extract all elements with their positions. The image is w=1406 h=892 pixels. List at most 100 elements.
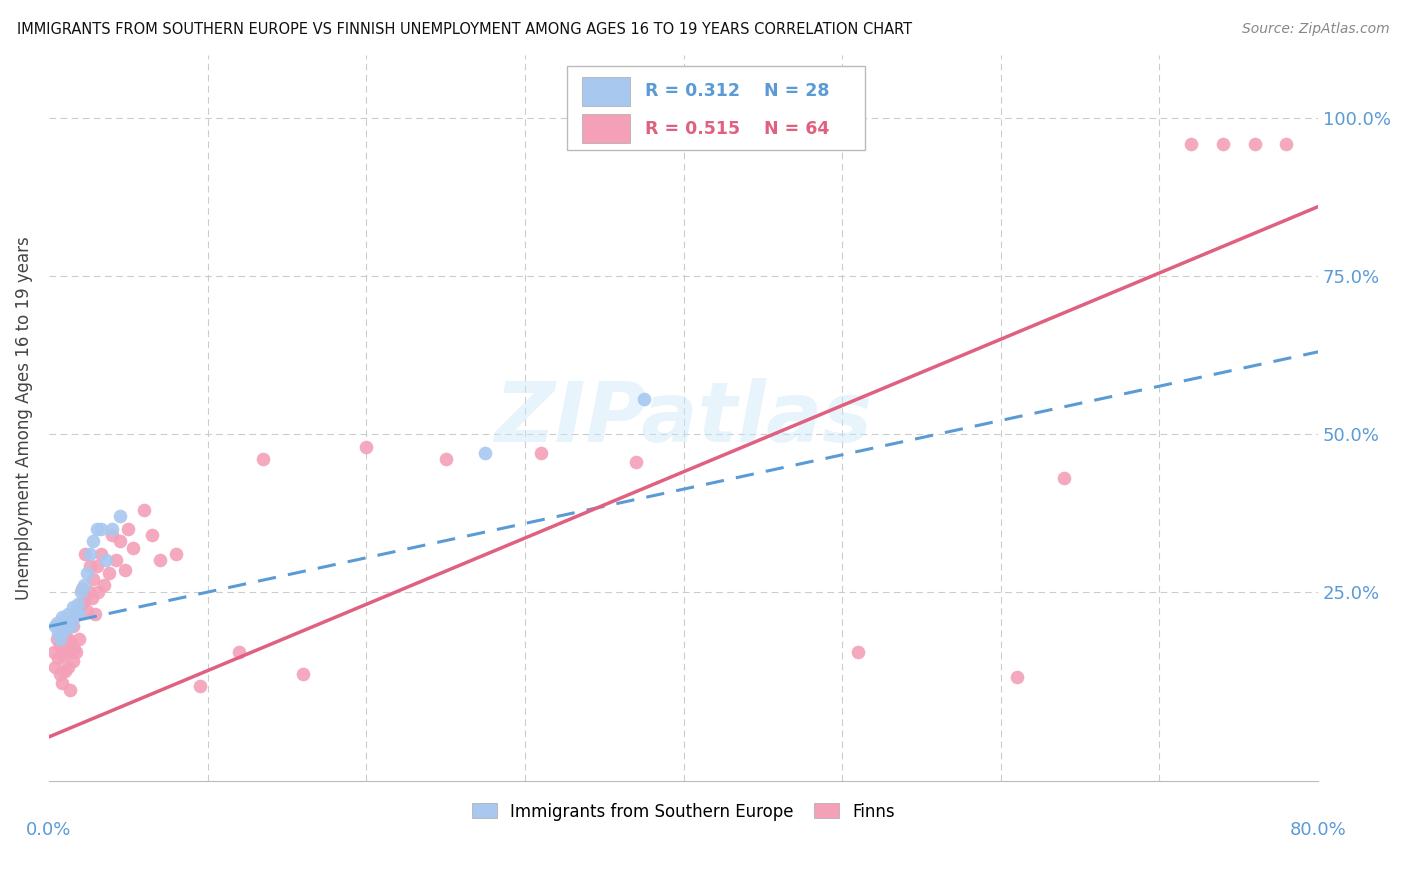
Point [42,645,65,659]
Point [56,607,79,621]
Point [49,639,72,653]
Point [49,632,72,646]
Point [62,600,84,615]
Point [82,534,104,549]
Point [1212,136,1234,151]
Point [73,594,96,608]
Point [93,578,115,592]
Point [434,452,457,467]
Text: N = 28: N = 28 [763,82,830,100]
Point [65,645,87,659]
Point [474,446,496,460]
Point [55,641,77,656]
Point [90,522,112,536]
Point [51,676,73,690]
Point [110,534,132,549]
Point [98,566,121,580]
Point [58,645,80,659]
Text: 0.0%: 0.0% [27,821,72,839]
Text: Source: ZipAtlas.com: Source: ZipAtlas.com [1241,22,1389,37]
Point [188,680,211,694]
Y-axis label: Unemployment Among Ages 16 to 19 years: Unemployment Among Ages 16 to 19 years [15,236,32,600]
Point [846,645,869,659]
Point [1005,670,1028,684]
Point [67,607,90,621]
Point [49,666,72,681]
Point [48,625,70,640]
Point [122,541,145,555]
Point [60,635,83,649]
Point [44,619,66,633]
Point [101,528,124,542]
Point [134,502,156,516]
Point [624,455,647,469]
Point [228,645,250,659]
Point [101,522,124,536]
Point [356,440,378,454]
Point [66,598,89,612]
Point [67,632,90,646]
Point [73,578,96,592]
Text: N = 64: N = 64 [763,120,830,137]
Point [52,619,75,633]
Point [60,619,83,633]
Point [76,604,98,618]
Point [1180,136,1202,151]
Legend: Immigrants from Southern Europe, Finns: Immigrants from Southern Europe, Finns [465,796,901,827]
Point [51,635,73,649]
Point [90,547,112,561]
Point [58,616,80,631]
Point [58,682,80,697]
Bar [582,77,630,105]
Point [86,522,108,536]
Point [75,547,97,561]
Point [165,547,187,561]
Point [65,607,87,621]
Point [62,654,84,668]
Point [1243,136,1265,151]
Point [63,641,86,656]
Point [62,619,84,633]
Text: ZIPatlas: ZIPatlas [495,377,873,458]
Point [79,559,101,574]
Point [1275,136,1298,151]
Point [65,604,87,618]
Point [66,604,89,618]
Text: IMMIGRANTS FROM SOUTHERN EUROPE VS FINNISH UNEMPLOYMENT AMONG AGES 16 TO 19 YEAR: IMMIGRANTS FROM SOUTHERN EUROPE VS FINNI… [17,22,912,37]
Point [45,632,67,646]
Point [1053,471,1076,485]
Point [633,392,655,407]
Point [84,607,107,621]
Point [110,508,132,523]
Point [53,625,76,640]
Point [94,553,117,567]
Point [252,452,274,467]
Point [82,572,104,586]
Point [87,584,110,599]
Point [77,584,100,599]
Point [72,582,94,596]
Text: 80.0%: 80.0% [1289,821,1347,839]
Point [530,446,553,460]
Point [114,563,136,577]
Point [55,613,77,627]
Point [76,566,98,580]
Point [52,648,75,662]
Point [56,632,79,646]
Text: R = 0.312: R = 0.312 [645,82,741,100]
Point [53,623,76,637]
Point [141,528,163,542]
Text: R = 0.515: R = 0.515 [645,120,741,137]
Point [69,598,91,612]
Point [51,610,73,624]
Bar [582,114,630,143]
Point [48,651,70,665]
Point [86,559,108,574]
Point [56,660,79,674]
Point [104,553,127,567]
Point [117,522,139,536]
Point [44,660,66,674]
Point [69,584,91,599]
Point [149,553,172,567]
Point [45,616,67,631]
